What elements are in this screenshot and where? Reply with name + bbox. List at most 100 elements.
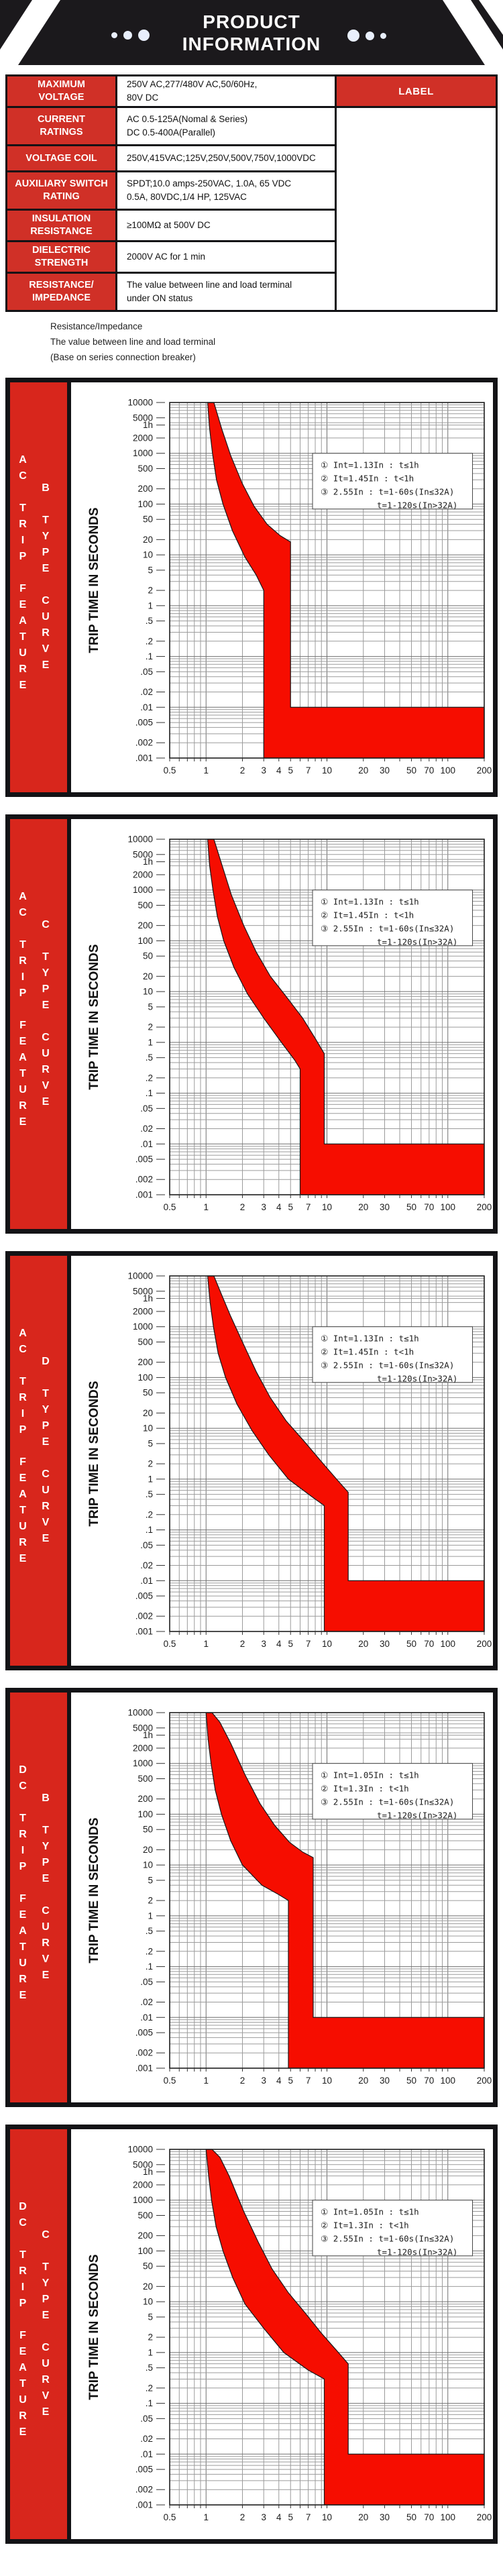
x-tick-label: 0.5	[164, 1202, 176, 1212]
x-tick-label: 200	[477, 1202, 492, 1212]
x-tick-label: 100	[440, 765, 455, 775]
corner-stripe-right	[479, 0, 503, 35]
x-tick-label: 100	[440, 2512, 455, 2522]
sidebar-letter: F	[19, 583, 26, 594]
annotation-box	[312, 1326, 473, 1383]
y-tick-label: 2000	[133, 1743, 153, 1753]
y-tick-label: .2	[146, 1073, 153, 1083]
y-tick-label: .001	[135, 2063, 153, 2074]
page-header: PRODUCT INFORMATION	[0, 0, 503, 65]
x-tick-label: 200	[477, 2076, 492, 2086]
sidebar-letter: V	[42, 1517, 50, 1528]
sidebar-letter: E	[19, 1990, 27, 2001]
sidebar-letter: T	[42, 1825, 49, 1836]
annotation-line: t=1-120s(In>32A)	[377, 937, 457, 947]
y-tick-label: 1	[148, 600, 153, 610]
annotation-box	[312, 453, 473, 510]
y-tick-label: 5	[148, 565, 153, 575]
spec-value-current-ratings: AC 0.5-125A(Nomal & Series) DC 0.5-400A(…	[117, 108, 335, 144]
table-footnotes: Resistance/Impedance The value between l…	[50, 319, 503, 365]
y-tick-label: .5	[146, 1489, 153, 1499]
spec-value-resistance: The value between line and load terminal…	[117, 274, 335, 310]
y-tick-label: 200	[137, 1357, 153, 1367]
y-tick-label: 1000	[133, 885, 153, 895]
y-tick-label: .05	[140, 1977, 153, 1987]
sidebar-letter: P	[42, 1857, 50, 1868]
sidebar-letter: B	[42, 482, 50, 494]
sidebar-letter: A	[19, 1925, 27, 1937]
sidebar-letter: P	[42, 1420, 50, 1432]
trip-curve-plot: ① Int=1.13In : t≤1h ② It=1.45In : t<1h ③ 2…	[87, 398, 492, 776]
sidebar-letter: T	[19, 1813, 26, 1824]
y-axis-title: TRIP TIME IN SECONDS	[87, 2254, 101, 2400]
y-tick-label: .01	[140, 2012, 153, 2023]
y-tick-label: .002	[135, 1175, 153, 1185]
y-tick-label: 200	[137, 2231, 153, 2241]
sidebar-divider	[67, 1693, 71, 2102]
y-tick-label: 20	[143, 1845, 153, 1855]
trip-curve-plot: ① Int=1.13In : t≤1h ② It=1.45In : t<1h ③ 2…	[87, 1271, 492, 1650]
annotation-line: ② It=1.3In : t<1h	[321, 1784, 409, 1794]
sidebar-letter: R	[42, 1937, 50, 1949]
sidebar-letter: B	[42, 1792, 50, 1804]
x-tick-label: 200	[477, 2512, 492, 2522]
annotation-line: ① Int=1.13In : t≤1h	[321, 897, 419, 907]
y-tick-label: 100	[137, 1809, 153, 1819]
y-tick-label: .5	[146, 1053, 153, 1063]
sidebar-letter: R	[19, 955, 27, 967]
sidebar-letter: E	[42, 2310, 50, 2321]
x-tick-label: 50	[406, 1639, 416, 1649]
sidebar-letter: P	[19, 1424, 27, 1436]
x-tick-label: 5	[288, 2512, 293, 2522]
annotation-line: ③ 2.55In : t=1-60s(In≤32A)	[321, 487, 454, 497]
x-tick-label: 20	[358, 1202, 368, 1212]
chart-plot-area: ① Int=1.13In : t≤1h ② It=1.45In : t<1h ③ 2…	[71, 1256, 493, 1666]
y-tick-label: .2	[146, 636, 153, 646]
x-tick-label: 100	[440, 1639, 455, 1649]
spec-label-insulation: INSULATION RESISTANCE	[7, 211, 115, 240]
x-tick-label: 7	[306, 1639, 311, 1649]
chart-plot-area: ① Int=1.05In : t≤1h ② It=1.3In : t<1h ③ 2.…	[71, 1693, 493, 2102]
sidebar-letter: R	[19, 663, 27, 675]
x-tick-label: 5	[288, 1639, 293, 1649]
y-axis-title: TRIP TIME IN SECONDS	[87, 944, 101, 1089]
y-tick-label: .01	[140, 2449, 153, 2459]
sidebar-letter: P	[19, 2298, 27, 2309]
x-tick-label: 30	[380, 765, 390, 775]
x-tick-label: 0.5	[164, 1639, 176, 1649]
sidebar-letter: F	[19, 1893, 26, 1904]
y-tick-label: .005	[135, 2028, 153, 2038]
x-tick-label: 20	[358, 2512, 368, 2522]
y-tick-label: 50	[143, 515, 153, 525]
y-tick-label: .002	[135, 2485, 153, 2495]
x-tick-label: 1	[204, 2512, 209, 2522]
y-tick-label: 50	[143, 2261, 153, 2271]
x-tick-label: 20	[358, 2076, 368, 2086]
y-axis-title: TRIP TIME IN SECONDS	[87, 1817, 101, 1963]
sidebar-divider	[67, 382, 71, 792]
sidebar-letter: R	[42, 627, 50, 639]
x-tick-label: 20	[358, 1639, 368, 1649]
y-tick-label: .01	[140, 702, 153, 712]
x-tick-label: 3	[261, 1202, 266, 1212]
y-tick-label: 10000	[127, 835, 153, 845]
annotation-line: ② It=1.45In : t<1h	[321, 474, 414, 484]
y-tick-label: .02	[140, 1124, 153, 1134]
y-tick-label: 50	[143, 1388, 153, 1398]
y-tick-label: 10000	[127, 398, 153, 408]
y-tick-label: .001	[135, 1627, 153, 1637]
y-tick-label: .02	[140, 1560, 153, 1570]
x-tick-label: 10	[322, 2076, 332, 2086]
sidebar-letter: E	[42, 1873, 50, 1884]
y-tick-label: 2	[148, 2332, 153, 2343]
x-tick-label: 10	[322, 1202, 332, 1212]
x-tick-label: 10	[322, 2512, 332, 2522]
y-tick-label: 50	[143, 1825, 153, 1835]
sidebar-letter: F	[19, 1020, 26, 1031]
x-tick-label: 50	[406, 1202, 416, 1212]
x-tick-label: 1	[204, 1639, 209, 1649]
sidebar-letter: U	[19, 1084, 27, 1095]
annotation-line: ③ 2.55In : t=1-60s(In≤32A)	[321, 924, 454, 934]
